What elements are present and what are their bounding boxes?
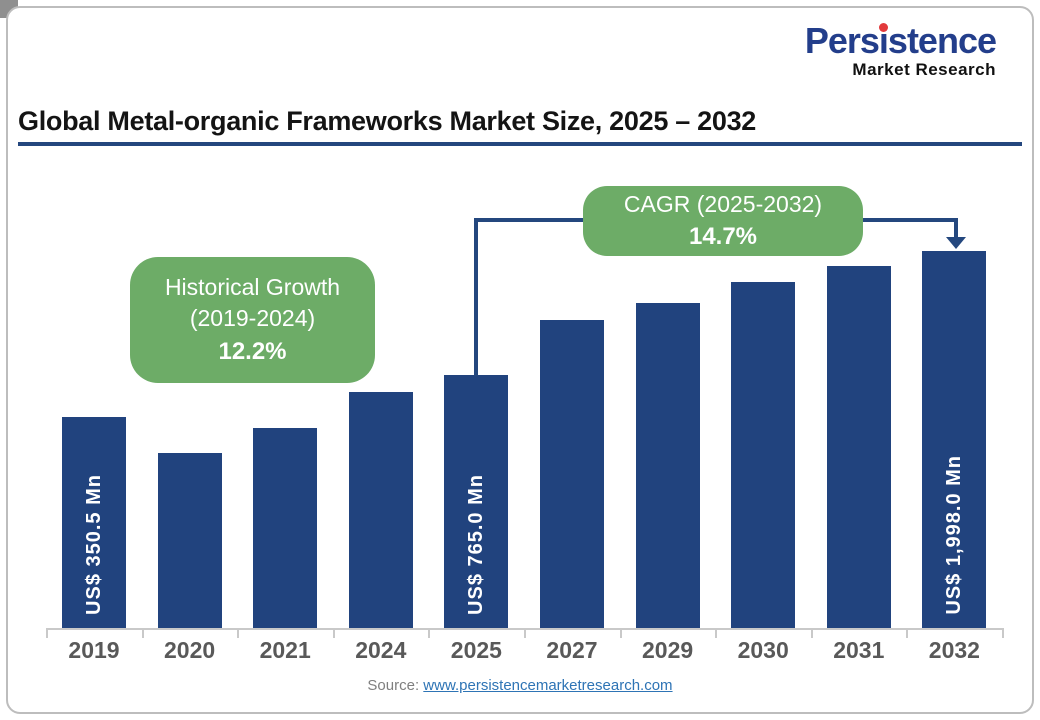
x-axis-tick [715, 628, 718, 638]
bar-value-label-2019: US$ 350.5 Mn [82, 474, 105, 615]
cagr-line1: CAGR (2025-2032) [623, 190, 823, 217]
historical-growth-line2: (2019-2024) [189, 305, 316, 332]
bar-2031 [826, 266, 891, 628]
bar-2021 [253, 428, 318, 628]
connector-line-to-2032 [954, 218, 958, 238]
x-axis-label-2030: 2030 [737, 637, 789, 663]
cagr-callout: CAGR (2025-2032) 14.7% [583, 186, 863, 256]
x-axis-label-2029: 2029 [642, 637, 694, 663]
bar-2027 [540, 320, 604, 628]
logo-brand-part-1: Pers [804, 20, 880, 61]
cagr-value: 14.7% [688, 223, 758, 251]
logo-letter-i: ı [878, 20, 889, 61]
page-title: Global Metal-organic Frameworks Market S… [18, 106, 757, 136]
title-underline [18, 142, 1022, 146]
x-axis-tick [46, 628, 48, 638]
x-axis-tick [1002, 628, 1004, 638]
arrow-down-icon [946, 237, 966, 249]
x-axis-tick [524, 628, 526, 638]
source-link[interactable]: www.persistencemarketresearch.com [423, 677, 673, 694]
historical-growth-line1: Historical Growth [164, 273, 341, 300]
x-axis-label-2021: 2021 [259, 637, 311, 663]
logo-brand-part-2: stence [887, 20, 997, 61]
logo-brand-text: Persı stence [804, 20, 997, 61]
logo-subtitle: Market Research [852, 59, 996, 79]
x-axis-tick [237, 628, 240, 638]
x-axis-tick [332, 628, 335, 638]
bar-value-label-2025: US$ 765.0 Mn [464, 474, 487, 615]
historical-growth-callout: Historical Growth (2019-2024) 12.2% [130, 257, 375, 383]
x-axis-label-2020: 2020 [164, 637, 216, 663]
bar-2019: US$ 350.5 Mn [62, 417, 126, 628]
connector-line-from-2025 [474, 220, 478, 376]
x-axis-label-2031: 2031 [833, 637, 885, 663]
x-axis-tick [810, 628, 813, 638]
x-axis-label-2027: 2027 [546, 637, 598, 663]
source-label: Source: [367, 677, 420, 694]
bar-2024 [348, 392, 413, 628]
bar-2030 [731, 282, 796, 628]
bar-2020 [157, 453, 222, 628]
x-axis-tick [619, 628, 622, 638]
bar-value-label-2032: US$ 1,998.0 Mn [942, 455, 965, 615]
bar-2029 [635, 303, 700, 628]
logo: Persı stence Market Research [804, 20, 997, 80]
historical-growth-value: 12.2% [218, 338, 287, 366]
x-axis-label-2032: 2032 [928, 637, 980, 663]
x-axis-tick [906, 628, 909, 638]
x-axis-label-2025: 2025 [450, 637, 502, 663]
logo-red-dot-icon [879, 23, 889, 32]
x-axis-tick [428, 628, 431, 638]
logo-dotless-i: ı [878, 20, 889, 61]
source-line: Source: www.persistencemarketresearch.co… [0, 677, 1040, 694]
bar-2025: US$ 765.0 Mn [444, 375, 509, 628]
bar-2032: US$ 1,998.0 Mn [922, 251, 987, 628]
x-axis-label-2019: 2019 [68, 637, 120, 663]
x-axis-tick [141, 628, 144, 638]
x-axis-label-2024: 2024 [355, 637, 407, 663]
